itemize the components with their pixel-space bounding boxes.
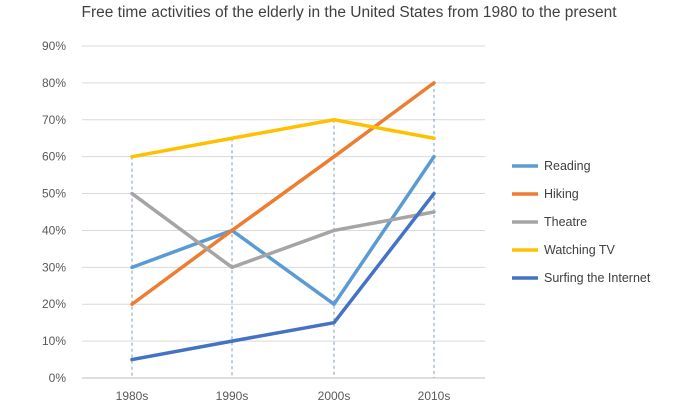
legend-item: Reading bbox=[512, 159, 591, 173]
series-line-reading bbox=[130, 154, 436, 306]
legend-label: Hiking bbox=[544, 187, 579, 201]
data-point bbox=[332, 155, 336, 159]
data-point bbox=[230, 228, 234, 232]
data-point bbox=[230, 136, 234, 140]
x-tick-label: 2000s bbox=[318, 389, 351, 403]
data-point bbox=[332, 118, 336, 122]
legend-label: Watching TV bbox=[544, 243, 616, 257]
series-line-watching-tv bbox=[130, 118, 436, 159]
legend-label: Reading bbox=[544, 159, 591, 173]
data-point bbox=[130, 302, 134, 306]
series-lines bbox=[130, 81, 436, 362]
data-point bbox=[332, 228, 336, 232]
y-tick-label: 0% bbox=[49, 371, 67, 385]
y-tick-label: 90% bbox=[42, 39, 66, 53]
data-point bbox=[432, 210, 436, 214]
y-tick-label: 30% bbox=[42, 260, 66, 274]
y-tick-label: 20% bbox=[42, 297, 66, 311]
y-tick-label: 50% bbox=[42, 187, 66, 201]
y-tick-label: 10% bbox=[42, 334, 66, 348]
legend-label: Theatre bbox=[544, 215, 587, 229]
data-point bbox=[230, 265, 234, 269]
data-point bbox=[432, 81, 436, 85]
series-line-theatre bbox=[130, 191, 436, 270]
data-point bbox=[130, 358, 134, 362]
legend-label: Surfing the Internet bbox=[544, 271, 651, 285]
y-tick-label: 80% bbox=[42, 76, 66, 90]
data-point bbox=[130, 192, 134, 196]
data-point bbox=[432, 192, 436, 196]
legend: Reading Hiking Theatre Watching TV Surfing t… bbox=[512, 159, 651, 285]
legend-item: Hiking bbox=[512, 187, 579, 201]
data-point bbox=[432, 155, 436, 159]
data-point bbox=[332, 302, 336, 306]
data-point bbox=[130, 155, 134, 159]
x-tick-label: 1990s bbox=[216, 389, 249, 403]
legend-item: Theatre bbox=[512, 215, 587, 229]
y-tick-label: 40% bbox=[42, 223, 66, 237]
series-line-hiking bbox=[130, 81, 436, 306]
x-tick-label: 2010s bbox=[418, 389, 451, 403]
series-line-surfing-the-internet bbox=[130, 191, 436, 362]
data-point bbox=[432, 136, 436, 140]
x-axis-tick-labels: 1980s 1990s 2000s 2010s bbox=[116, 389, 451, 403]
legend-item: Watching TV bbox=[512, 243, 616, 257]
legend-item: Surfing the Internet bbox=[512, 271, 651, 285]
data-point bbox=[332, 321, 336, 325]
y-axis-tick-labels: 0% 10% 20% 30% 40% 50% 60% 70% 80% 90% bbox=[42, 39, 66, 385]
data-point bbox=[130, 265, 134, 269]
chart-title: Free time activities of the elderly in t… bbox=[81, 4, 617, 21]
data-point bbox=[230, 339, 234, 343]
y-tick-label: 60% bbox=[42, 150, 66, 164]
x-tick-label: 1980s bbox=[116, 389, 149, 403]
y-tick-label: 70% bbox=[42, 113, 66, 127]
